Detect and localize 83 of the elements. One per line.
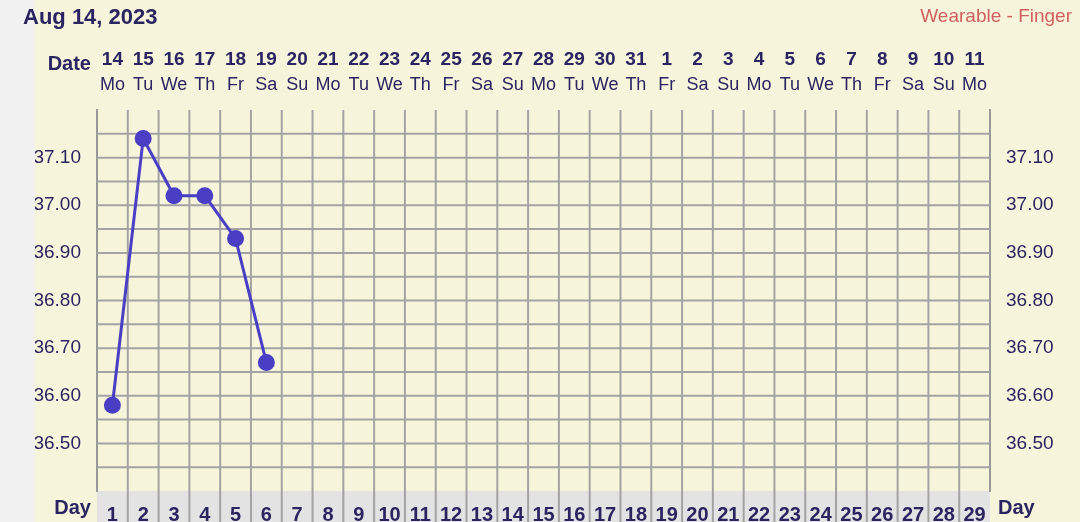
x2-tick-label: 17 Th (194, 48, 216, 94)
x-tick-label: 16 (563, 502, 586, 522)
point (196, 187, 214, 205)
x-tick-label: 1 (106, 502, 118, 522)
x-tick-label: 9 (353, 502, 365, 522)
y-tick-label: 36.90 (33, 241, 81, 263)
x-tick-label: 6 (260, 502, 272, 522)
x2-tick-label: 6 We (807, 48, 834, 94)
x2-tick-label: 4 Mo (746, 48, 772, 94)
x2-tick-label: 18 Fr (225, 48, 247, 94)
y-tick-label: 36.80 (33, 288, 81, 310)
y2-tick-label: 37.00 (1006, 193, 1054, 215)
point (103, 396, 121, 414)
chart-title: Aug 14, 2023 (23, 4, 158, 30)
x2-tick-label: 31 Th (625, 48, 647, 94)
x-tick-label: 29 (963, 502, 986, 522)
x-tick-label: 24 (809, 502, 833, 522)
x-tick-label: 2 (137, 502, 149, 522)
y2-tick-label: 36.50 (1006, 431, 1054, 453)
y-tick-label: 36.70 (33, 336, 81, 358)
x2-tick-label: 15 Tu (132, 48, 155, 94)
x-tick-label: 19 (655, 502, 678, 522)
x2-tick-label: 23 We (376, 48, 403, 94)
x2-tick-label: 25 Fr (440, 48, 463, 94)
x-tick-label: 7 (291, 502, 303, 522)
x-tick-label: 4 (199, 502, 212, 522)
x-tick-label: 13 (470, 502, 494, 522)
x2-tick-label: 19 Sa (255, 48, 279, 94)
x2-tick-label: 27 Su (501, 48, 524, 94)
x2-tick-label: 3 Su (717, 48, 740, 94)
x2-tick-label: 7 Th (840, 48, 862, 94)
x2-tick-label: 10 Su (932, 48, 955, 94)
x2-tick-label: 20 Su (286, 48, 309, 94)
x2-tick-label: 22 Tu (348, 48, 370, 94)
point (165, 187, 183, 205)
x-tick-label: 17 (593, 502, 617, 522)
x2-axis-title: Date (47, 51, 91, 74)
x2-tick-label: 24 Th (409, 48, 432, 94)
x2-tick-label: 26 Sa (470, 48, 494, 94)
x2-tick-label: 29 Tu (563, 48, 585, 94)
x-tick-label: 15 (532, 502, 555, 522)
x-tick-label: 28 (932, 502, 955, 522)
y-tick-label: 37.00 (33, 193, 81, 215)
x-tick-label: 3 (168, 502, 180, 522)
y2-tick-label: 36.60 (1006, 383, 1054, 405)
point (227, 230, 245, 248)
y-tick-label: 37.10 (33, 145, 81, 167)
x2-tick-label: 30 We (591, 48, 619, 94)
point (134, 130, 152, 148)
x-tick-label: 5 (230, 502, 242, 522)
x2-tick-label: 28 Mo (530, 48, 557, 94)
x-tick-label: 8 (322, 502, 334, 522)
x-tick-label: 12 (440, 502, 463, 522)
y-tick-label: 36.60 (33, 383, 81, 405)
y2-tick-label: 36.80 (1006, 288, 1054, 310)
x2-tick-label: 14 Mo (99, 48, 125, 94)
x-tick-label: 22 (747, 502, 771, 522)
x2-tick-label: 21 Mo (315, 48, 341, 94)
x-tick-label: 23 (778, 502, 801, 522)
y-tick-label: 36.50 (33, 431, 81, 453)
x-axis-title: Day (54, 496, 92, 519)
point (257, 353, 275, 371)
x-tick-label: 27 (901, 502, 925, 522)
x-tick-label: 18 (624, 502, 647, 522)
x-tick-label: 11 (409, 502, 431, 522)
x2-tick-label: 5 Tu (779, 48, 801, 94)
x-tick-label: 14 (501, 502, 525, 522)
x2-tick-label: 16 We (160, 48, 188, 94)
text: Day (998, 496, 1035, 519)
x-tick-label: 25 (840, 502, 863, 522)
text: Wearable - Finger (920, 5, 1072, 27)
x2-tick-label: 1 Fr (658, 48, 676, 94)
y2-tick-label: 37.10 (1006, 145, 1054, 167)
y2-tick-label: 36.70 (1006, 336, 1054, 358)
x2-tick-label: 11 Mo (962, 48, 988, 94)
x2-tick-label: 8 Fr (873, 48, 891, 94)
x-tick-label: 26 (871, 502, 894, 522)
x-tick-label: 10 (378, 502, 401, 522)
x2-tick-label: 9 Sa (902, 48, 926, 94)
x2-tick-label: 2 Sa (686, 48, 710, 94)
x-tick-label: 21 (717, 502, 740, 522)
y2-tick-label: 36.90 (1006, 241, 1054, 263)
x-tick-label: 20 (686, 502, 709, 522)
